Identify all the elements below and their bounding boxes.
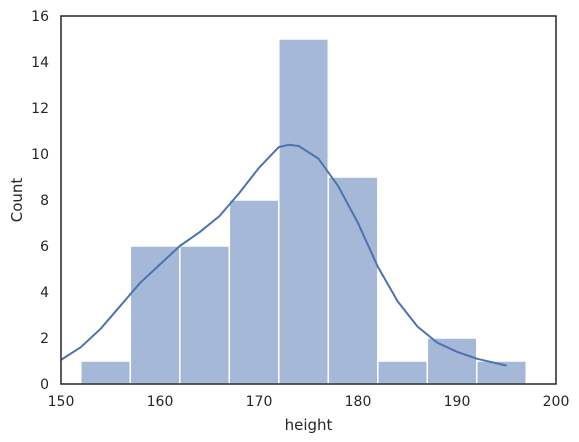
histogram-bars [80, 38, 528, 385]
y-tick-label: 14 [31, 55, 49, 71]
histogram-bar [426, 337, 478, 385]
x-axis-label: height [285, 416, 333, 434]
histogram-bar [80, 360, 132, 385]
y-tick-label: 0 [40, 377, 49, 393]
plot-frame [60, 15, 557, 385]
y-tick-label: 4 [40, 285, 49, 301]
histogram-bar [129, 245, 181, 385]
y-tick-label: 12 [31, 101, 49, 117]
histogram-bar [179, 245, 231, 385]
y-tick-label: 16 [31, 9, 49, 25]
y-tick-label: 2 [40, 331, 49, 347]
histogram-bar [327, 176, 379, 385]
kde-curve [60, 143, 507, 367]
histogram-bar [377, 360, 429, 385]
x-tick-label: 160 [147, 394, 174, 410]
x-tick-label: 180 [345, 394, 372, 410]
y-tick-label: 6 [40, 239, 49, 255]
x-tick-label: 170 [246, 394, 273, 410]
x-tick-label: 190 [444, 394, 471, 410]
y-tick-label: 8 [40, 193, 49, 209]
x-axis-ticks: 150 160 170 180 190 200 [48, 394, 570, 410]
x-tick-label: 200 [543, 394, 570, 410]
histogram-bar [228, 199, 280, 385]
y-axis-ticks: 0 2 4 6 8 10 12 14 16 [31, 9, 49, 393]
x-tick-label: 150 [48, 394, 75, 410]
y-axis-label: Count [8, 178, 26, 223]
y-tick-label: 10 [31, 147, 49, 163]
histogram-bar [278, 38, 330, 385]
